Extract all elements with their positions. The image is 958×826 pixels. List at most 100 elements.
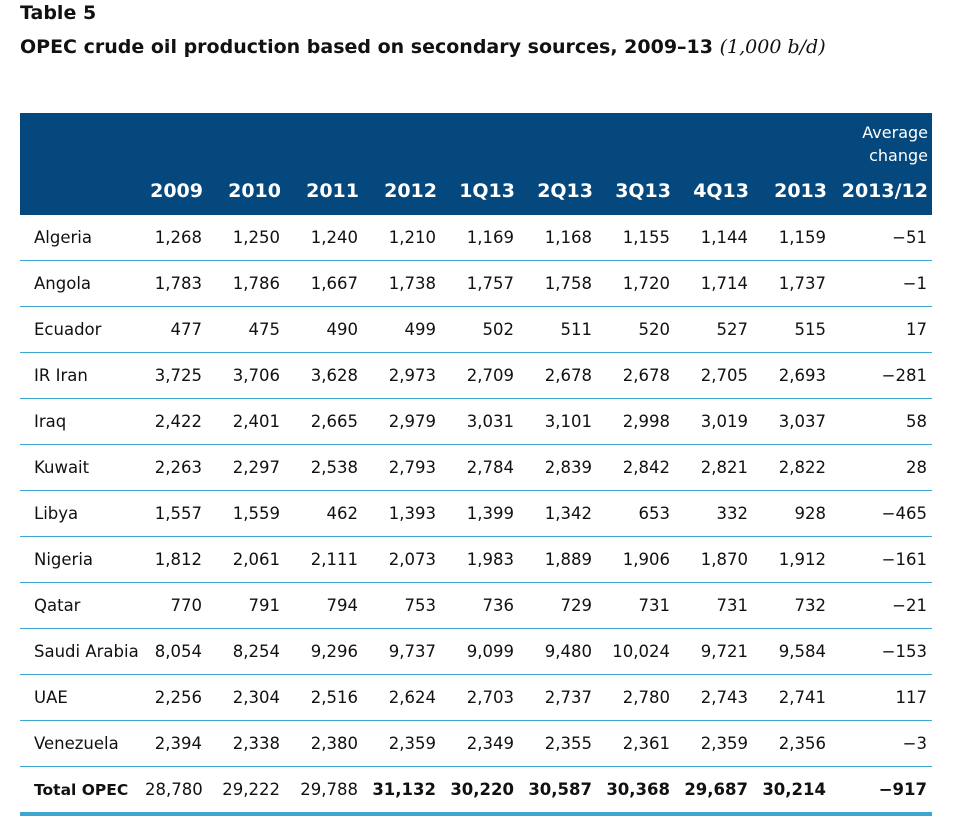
value-cell: 2,973 (363, 352, 441, 399)
value-cell: 729 (519, 582, 597, 629)
value-cell: 2,839 (519, 444, 597, 491)
value-cell: 731 (675, 582, 753, 629)
column-header: 2011 (285, 167, 363, 215)
value-cell: 2,516 (285, 674, 363, 721)
country-cell: Qatar (20, 582, 140, 629)
table-row: Algeria 1,268 1,250 1,240 1,210 1,169 1,168 1,1… (20, 215, 932, 261)
value-cell: 2,401 (207, 398, 285, 445)
value-cell: 928 (753, 490, 831, 537)
country-cell: Saudi Arabia (20, 628, 140, 675)
value-cell: 2,380 (285, 720, 363, 767)
value-cell: −3 (831, 720, 932, 767)
value-cell: 2,665 (285, 398, 363, 445)
header-avg-change: Average change (831, 113, 932, 167)
value-cell: 1,399 (441, 490, 519, 537)
value-cell: 29,222 (207, 766, 285, 816)
column-header: 4Q13 (675, 167, 753, 215)
header-country (20, 167, 140, 215)
value-cell: 1,906 (597, 536, 675, 583)
value-cell: −51 (831, 215, 932, 261)
value-cell: 511 (519, 306, 597, 353)
caption-title: OPEC crude oil production based on secon… (20, 36, 713, 58)
value-cell: 2,979 (363, 398, 441, 445)
value-cell: 1,783 (140, 260, 207, 307)
value-cell: 1,738 (363, 260, 441, 307)
value-cell: 477 (140, 306, 207, 353)
value-cell: 2,111 (285, 536, 363, 583)
value-cell: 1,393 (363, 490, 441, 537)
table-label: Table 5 (20, 2, 97, 24)
value-cell: 2,538 (285, 444, 363, 491)
value-cell: 332 (675, 490, 753, 537)
value-cell: 30,220 (441, 766, 519, 816)
value-cell: 1,786 (207, 260, 285, 307)
country-cell: Total OPEC (20, 766, 140, 816)
value-cell: 117 (831, 674, 932, 721)
header-blank (20, 113, 140, 167)
value-cell: 10,024 (597, 628, 675, 675)
value-cell: 2,061 (207, 536, 285, 583)
production-table: Average change 2009 2010 2011 2012 1Q13 … (20, 113, 932, 816)
table-caption: OPEC crude oil production based on secon… (20, 36, 826, 58)
value-cell: 1,714 (675, 260, 753, 307)
value-cell: 9,099 (441, 628, 519, 675)
header-row-columns: 2009 2010 2011 2012 1Q13 2Q13 3Q13 4Q13 … (20, 167, 932, 215)
value-cell: 1,983 (441, 536, 519, 583)
value-cell: 1,155 (597, 215, 675, 261)
value-cell: 3,031 (441, 398, 519, 445)
value-cell: 2,737 (519, 674, 597, 721)
value-cell: 3,037 (753, 398, 831, 445)
value-cell: 2,297 (207, 444, 285, 491)
value-cell: 1,159 (753, 215, 831, 261)
value-cell: −161 (831, 536, 932, 583)
value-cell: 3,725 (140, 352, 207, 399)
value-cell: 2,361 (597, 720, 675, 767)
column-header: 2Q13 (519, 167, 597, 215)
table-row: Libya 1,557 1,559 462 1,393 1,399 1,342 653 332 9… (20, 490, 932, 537)
country-cell: Kuwait (20, 444, 140, 491)
value-cell: 2,741 (753, 674, 831, 721)
table-row: Kuwait 2,263 2,297 2,538 2,793 2,784 2,839 2,84… (20, 444, 932, 491)
value-cell: −21 (831, 582, 932, 629)
value-cell: 3,706 (207, 352, 285, 399)
value-cell: 17 (831, 306, 932, 353)
value-cell: 1,144 (675, 215, 753, 261)
country-cell: Venezuela (20, 720, 140, 767)
value-cell: 1,250 (207, 215, 285, 261)
value-cell: 2,355 (519, 720, 597, 767)
column-header: 3Q13 (597, 167, 675, 215)
value-cell: 1,812 (140, 536, 207, 583)
country-cell: UAE (20, 674, 140, 721)
caption-unit: (1,000 b/d) (719, 36, 826, 58)
value-cell: 731 (597, 582, 675, 629)
value-cell: 2,356 (753, 720, 831, 767)
value-cell: 1,758 (519, 260, 597, 307)
country-cell: Algeria (20, 215, 140, 261)
value-cell: 2,624 (363, 674, 441, 721)
value-cell: 2,263 (140, 444, 207, 491)
country-cell: Iraq (20, 398, 140, 445)
value-cell: 2,703 (441, 674, 519, 721)
value-cell: 28,780 (140, 766, 207, 816)
value-cell: 527 (675, 306, 753, 353)
value-cell: 2,693 (753, 352, 831, 399)
header-row-top: Average change (20, 113, 932, 167)
value-cell: 30,587 (519, 766, 597, 816)
table-row: Qatar 770 791 794 753 736 729 731 731 732 −21 (20, 582, 932, 629)
value-cell: 1,667 (285, 260, 363, 307)
column-header: 2010 (207, 167, 285, 215)
value-cell: 9,296 (285, 628, 363, 675)
value-cell: −281 (831, 352, 932, 399)
value-cell: 753 (363, 582, 441, 629)
value-cell: 9,721 (675, 628, 753, 675)
value-cell: −1 (831, 260, 932, 307)
value-cell: 1,169 (441, 215, 519, 261)
value-cell: 1,559 (207, 490, 285, 537)
column-header: 2012 (363, 167, 441, 215)
value-cell: 30,368 (597, 766, 675, 816)
value-cell: 794 (285, 582, 363, 629)
value-cell: 58 (831, 398, 932, 445)
value-cell: 653 (597, 490, 675, 537)
value-cell: 1,342 (519, 490, 597, 537)
avg-change-line2: change (869, 146, 928, 165)
